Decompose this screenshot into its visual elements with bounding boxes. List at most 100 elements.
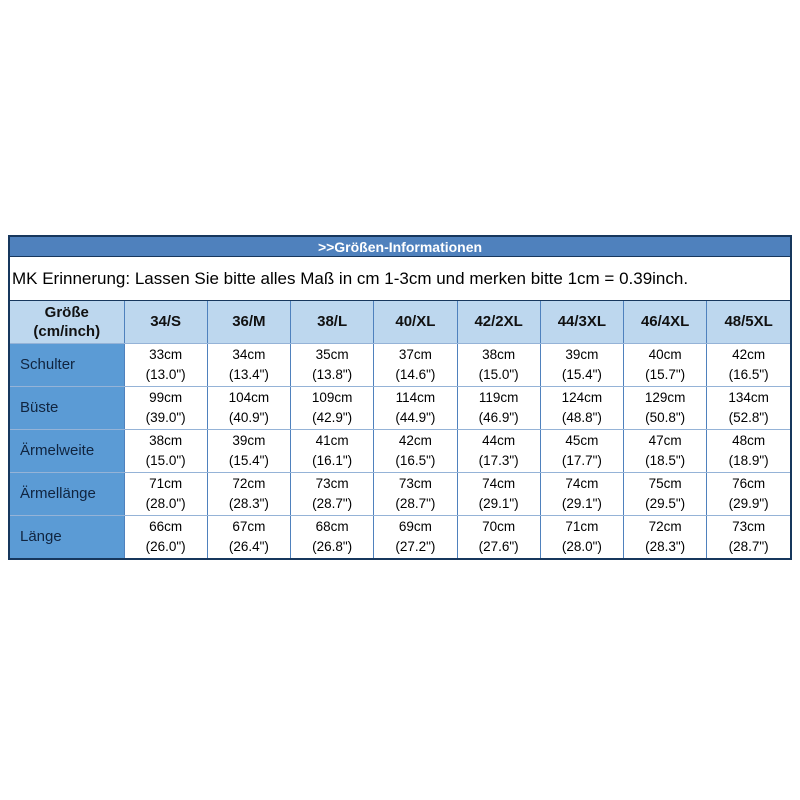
measurement-cm: 73cm bbox=[398, 475, 432, 491]
measurement-cell: 124cm (48.8") bbox=[539, 385, 625, 430]
measurement-cm: 104cm bbox=[228, 389, 270, 405]
measurement-cell: 119cm (46.9") bbox=[456, 385, 541, 430]
measurement-cm: 134cm bbox=[728, 389, 769, 405]
measurement-cm: 74cm bbox=[565, 475, 599, 491]
table-row: Ärmelweite 38cm (15.0") 39cm (15.4") 41cm (16.… bbox=[10, 428, 790, 473]
measurement-inch: (16.5") bbox=[395, 452, 436, 468]
measurement-cell: 74cm (29.1") bbox=[539, 471, 625, 516]
measurement-cell: 47cm (18.5") bbox=[622, 428, 708, 473]
measurement-cell: 38cm (15.0") bbox=[123, 428, 208, 473]
measurement-cell: 99cm (39.0") bbox=[123, 385, 208, 430]
header-cell-size: 38/L bbox=[289, 301, 375, 344]
row-label: Büste bbox=[10, 385, 125, 430]
measurement-cell: 70cm (27.6") bbox=[456, 514, 541, 558]
measurement-cell: 72cm (28.3") bbox=[206, 471, 292, 516]
header-cell-size: 42/2XL bbox=[456, 301, 541, 344]
size-table: Größe (cm/inch) 34/S 36/M 38/L 40/XL 42/2XL 44… bbox=[10, 301, 790, 558]
measurement-inch: (14.6") bbox=[395, 366, 436, 382]
measurement-cell: 134cm (52.8") bbox=[706, 385, 790, 430]
row-label: Länge bbox=[10, 514, 125, 558]
measurement-cm: 37cm bbox=[398, 346, 432, 362]
measurement-inch: (29.1") bbox=[561, 495, 602, 511]
measurement-cm: 70cm bbox=[482, 518, 516, 534]
measurement-cell: 71cm (28.0") bbox=[123, 471, 208, 516]
measurement-cm: 44cm bbox=[482, 432, 516, 448]
measurement-cm: 47cm bbox=[648, 432, 682, 448]
measurement-cell: 109cm (42.9") bbox=[289, 385, 375, 430]
size-chart: >>Größen-Informationen MK Erinnerung: La… bbox=[8, 235, 792, 560]
measurement-cell: 40cm (15.7") bbox=[622, 342, 708, 387]
measurement-inch: (48.8") bbox=[561, 409, 602, 425]
measurement-inch: (28.0") bbox=[561, 538, 602, 554]
measurement-inch: (15.7") bbox=[645, 366, 686, 382]
row-label: Ärmelweite bbox=[10, 428, 125, 473]
measurement-cm: 66cm bbox=[149, 518, 183, 534]
table-row: Büste 99cm (39.0") 104cm (40.9") 109cm (42.9")… bbox=[10, 385, 790, 430]
measurement-inch: (28.3") bbox=[228, 495, 269, 511]
measurement-cm: 76cm bbox=[732, 475, 766, 491]
measurement-cell: 114cm (44.9") bbox=[373, 385, 458, 430]
measurement-inch: (52.8") bbox=[728, 409, 769, 425]
measurement-cm: 42cm bbox=[398, 432, 432, 448]
measurement-cm: 42cm bbox=[732, 346, 766, 362]
measurement-notice: MK Erinnerung: Lassen Sie bitte alles Ma… bbox=[10, 257, 790, 301]
measurement-cell: 39cm (15.4") bbox=[206, 428, 292, 473]
measurement-inch: (28.7") bbox=[728, 538, 769, 554]
measurement-cell: 76cm (29.9") bbox=[706, 471, 790, 516]
header-cell-size: 36/M bbox=[206, 301, 292, 344]
header-cell-size: 34/S bbox=[123, 301, 208, 344]
measurement-cell: 71cm (28.0") bbox=[539, 514, 625, 558]
header-cell-size: 48/5XL bbox=[706, 301, 790, 344]
measurement-inch: (28.7") bbox=[395, 495, 436, 511]
measurement-inch: (16.1") bbox=[312, 452, 353, 468]
measurement-inch: (18.5") bbox=[645, 452, 686, 468]
measurement-cell: 48cm (18.9") bbox=[706, 428, 790, 473]
measurement-cm: 38cm bbox=[149, 432, 183, 448]
measurement-cell: 41cm (16.1") bbox=[289, 428, 375, 473]
measurement-cm: 67cm bbox=[232, 518, 266, 534]
header-row: Größe (cm/inch) 34/S 36/M 38/L 40/XL 42/2XL 44… bbox=[10, 301, 790, 344]
measurement-cm: 39cm bbox=[565, 346, 599, 362]
measurement-cm: 119cm bbox=[478, 389, 519, 405]
measurement-inch: (29.1") bbox=[478, 495, 519, 511]
header-cell-label: Größe (cm/inch) bbox=[10, 301, 125, 344]
measurement-cell: 39cm (15.4") bbox=[539, 342, 625, 387]
measurement-inch: (13.4") bbox=[228, 366, 269, 382]
measurement-cm: 75cm bbox=[648, 475, 682, 491]
measurement-cell: 72cm (28.3") bbox=[622, 514, 708, 558]
measurement-cm: 73cm bbox=[315, 475, 349, 491]
measurement-cell: 67cm (26.4") bbox=[206, 514, 292, 558]
measurement-cm: 41cm bbox=[315, 432, 349, 448]
measurement-inch: (17.7") bbox=[561, 452, 602, 468]
measurement-inch: (26.0") bbox=[145, 538, 186, 554]
measurement-cm: 35cm bbox=[315, 346, 349, 362]
measurement-cm: 114cm bbox=[395, 389, 436, 405]
measurement-cm: 40cm bbox=[648, 346, 682, 362]
measurement-inch: (17.3") bbox=[478, 452, 519, 468]
measurement-cm: 109cm bbox=[311, 389, 353, 405]
measurement-cm: 72cm bbox=[232, 475, 266, 491]
header-cell-size: 40/XL bbox=[373, 301, 458, 344]
measurement-cell: 42cm (16.5") bbox=[373, 428, 458, 473]
row-label: Ärmellänge bbox=[10, 471, 125, 516]
measurement-cm: 129cm bbox=[644, 389, 686, 405]
measurement-inch: (29.5") bbox=[645, 495, 686, 511]
measurement-inch: (16.5") bbox=[728, 366, 769, 382]
measurement-cell: 104cm (40.9") bbox=[206, 385, 292, 430]
measurement-cell: 66cm (26.0") bbox=[123, 514, 208, 558]
measurement-inch: (27.6") bbox=[478, 538, 519, 554]
row-label: Schulter bbox=[10, 342, 125, 387]
measurement-cm: 48cm bbox=[732, 432, 766, 448]
measurement-cell: 73cm (28.7") bbox=[289, 471, 375, 516]
measurement-cm: 71cm bbox=[149, 475, 183, 491]
measurement-inch: (39.0") bbox=[145, 409, 186, 425]
measurement-inch: (28.0") bbox=[145, 495, 186, 511]
measurement-cm: 34cm bbox=[232, 346, 266, 362]
measurement-inch: (15.4") bbox=[228, 452, 269, 468]
measurement-cm: 38cm bbox=[482, 346, 516, 362]
measurement-cell: 42cm (16.5") bbox=[706, 342, 790, 387]
measurement-inch: (28.7") bbox=[312, 495, 353, 511]
measurement-cell: 38cm (15.0") bbox=[456, 342, 541, 387]
measurement-cm: 74cm bbox=[482, 475, 516, 491]
measurement-cell: 73cm (28.7") bbox=[373, 471, 458, 516]
